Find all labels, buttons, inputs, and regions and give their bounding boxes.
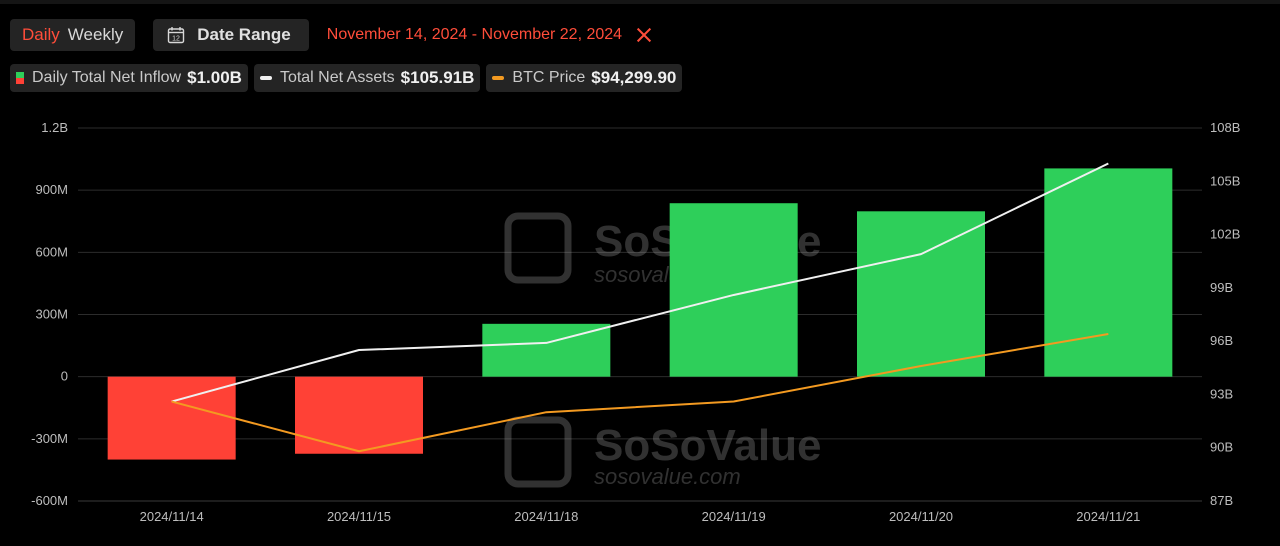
- line-total-net-assets: [171, 162, 1109, 403]
- legend-value: $94,299.90: [591, 68, 677, 87]
- y-right-tick-label: 102B: [1210, 227, 1240, 242]
- bar-net-inflow: [857, 211, 985, 377]
- legend-item-btc-price[interactable]: BTC Price $94,299.90: [486, 64, 683, 92]
- legend-name: BTC Price: [512, 69, 586, 86]
- y-right-tick-label: 93B: [1210, 386, 1233, 401]
- x-tick-label: 2024/11/19: [702, 509, 766, 524]
- lines: [171, 162, 1109, 453]
- watermark-logo-icon: [504, 416, 572, 488]
- watermark-logo-icon: [504, 212, 572, 284]
- y-left-tick-label: -300M: [31, 431, 68, 446]
- y-left-tick-label: -600M: [31, 493, 68, 508]
- y-left-tick-label: 600M: [35, 244, 68, 259]
- bar-net-inflow: [1044, 168, 1173, 377]
- tab-daily[interactable]: Daily: [22, 25, 60, 44]
- date-range-button[interactable]: 12 Date Range: [153, 19, 309, 51]
- y-left-tick-label: 0: [61, 369, 68, 384]
- bars: [107, 168, 1173, 460]
- top-rule: [0, 0, 1280, 4]
- x-tick-label: 2024/11/20: [889, 509, 953, 524]
- y-right-tick-label: 96B: [1210, 333, 1233, 348]
- toolbar: Daily Weekly 12 Date Range November 14, …: [10, 19, 652, 51]
- x-tick-label: 2024/11/21: [1076, 509, 1140, 524]
- legend: Daily Total Net Inflow $1.00B Total Net …: [10, 64, 683, 92]
- selected-date-range: November 14, 2024 - November 22, 2024: [326, 26, 623, 43]
- bar-swatch-icon: [16, 72, 24, 84]
- legend-name: Daily Total Net Inflow: [32, 69, 182, 86]
- date-range-label: Date Range: [197, 25, 291, 44]
- legend-item-net-assets[interactable]: Total Net Assets $105.91B: [253, 64, 481, 92]
- y-left-tick-label: 300M: [35, 307, 68, 322]
- y-right-tick-label: 108B: [1210, 120, 1240, 135]
- calendar-icon: 12: [168, 27, 185, 44]
- x-tick-label: 2024/11/18: [514, 509, 578, 524]
- y-right-tick-label: 105B: [1210, 173, 1240, 188]
- legend-value: $1.00B: [187, 68, 242, 87]
- line-swatch-icon: [492, 76, 505, 80]
- watermark-bottom: SoSoValue sosovalue.com: [504, 416, 821, 489]
- x-tick-label: 2024/11/14: [140, 509, 204, 524]
- y-right-tick-label: 99B: [1210, 280, 1233, 295]
- y-right-tick-label: 87B: [1210, 493, 1233, 508]
- period-toggle: Daily Weekly: [10, 19, 136, 51]
- y-left-tick-label: 1.2B: [41, 120, 68, 135]
- calendar-day: 12: [172, 36, 180, 43]
- line-swatch-icon: [259, 76, 272, 80]
- watermark-url: sosovalue.com: [594, 464, 741, 489]
- y-left-tick-label: 900M: [35, 182, 68, 197]
- y-right-tick-label: 90B: [1210, 440, 1233, 455]
- line-btc-price: [171, 333, 1109, 453]
- axes: 1.2B 900M 600M 300M 0 -300M -600M 108B 105B 102B 9…: [31, 120, 1240, 524]
- tab-weekly[interactable]: Weekly: [67, 25, 124, 44]
- x-tick-label: 2024/11/15: [327, 509, 391, 524]
- legend-name: Total Net Assets: [279, 69, 395, 86]
- bar-net-inflow: [669, 203, 798, 377]
- legend-value: $105.91B: [400, 68, 475, 87]
- legend-item-net-inflow[interactable]: Daily Total Net Inflow $1.00B: [10, 64, 248, 92]
- watermark-brand: SoSoValue: [594, 421, 821, 470]
